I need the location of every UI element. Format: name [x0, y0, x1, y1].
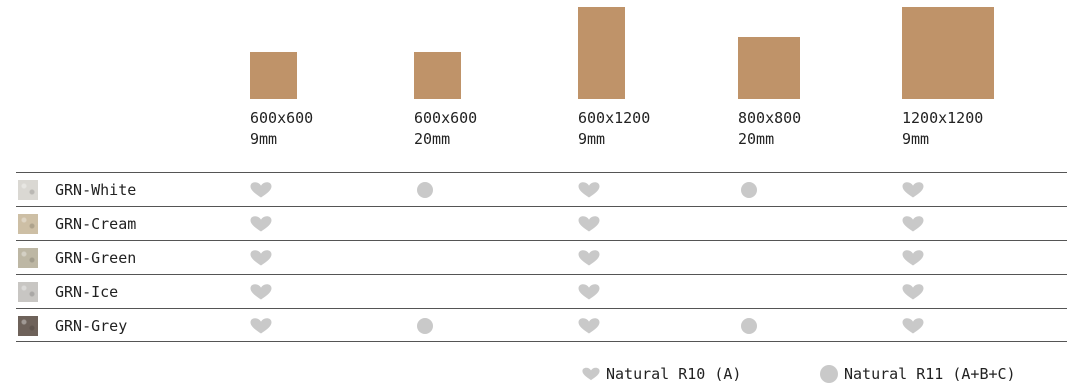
finish-name: GRN-Green — [55, 249, 137, 267]
availability-cell — [902, 284, 924, 300]
finish-name: GRN-White — [55, 181, 137, 199]
availability-cell — [738, 182, 760, 198]
availability-cell — [250, 182, 272, 198]
size-label: 1200x1200 9mm — [902, 108, 983, 150]
availability-cell — [578, 318, 600, 334]
legend-label: Natural R10 (A) — [606, 365, 742, 383]
heart-icon — [250, 284, 272, 300]
availability-cell — [738, 250, 760, 266]
size-dims: 600x1200 — [578, 109, 651, 127]
availability-cell — [738, 318, 760, 334]
heart-icon — [578, 318, 600, 334]
legend-natural-r11: Natural R11 (A+B+C) — [820, 363, 1016, 385]
availability-cell — [738, 284, 760, 300]
finish-name: GRN-Cream — [55, 215, 137, 233]
heart-icon — [582, 367, 600, 381]
availability-cell — [414, 182, 436, 198]
legend-label: Natural R11 (A+B+C) — [844, 365, 1016, 383]
availability-cell — [414, 284, 436, 300]
heart-icon — [250, 250, 272, 266]
granite-swatch — [18, 248, 38, 268]
availability-cell — [902, 182, 924, 198]
dot-icon — [820, 365, 838, 383]
finish-name: GRN-Grey — [55, 317, 128, 335]
heart-icon — [250, 318, 272, 334]
heart-icon — [250, 182, 272, 198]
heart-icon — [578, 216, 600, 232]
availability-cell — [578, 250, 600, 266]
heart-icon — [902, 250, 924, 266]
availability-cell — [578, 284, 600, 300]
size-thickness: 20mm — [414, 130, 451, 148]
size-label: 800x800 20mm — [738, 108, 801, 150]
size-dims: 1200x1200 — [902, 109, 984, 127]
availability-cell — [414, 250, 436, 266]
availability-cell — [414, 216, 436, 232]
size-column-4: 800x800 20mm — [738, 0, 888, 172]
table-row: GRN-Ice — [16, 274, 1067, 308]
tile-size-icon — [902, 7, 994, 99]
availability-cell — [578, 182, 600, 198]
tile-size-icon — [250, 52, 297, 99]
heart-icon — [578, 250, 600, 266]
heart-icon — [578, 182, 600, 198]
availability-cell — [578, 216, 600, 232]
size-dims: 800x800 — [738, 109, 802, 127]
availability-cell — [902, 216, 924, 232]
availability-cell — [902, 318, 924, 334]
size-dims: 600x600 — [414, 109, 478, 127]
size-column-1: 600x600 9mm — [250, 0, 400, 172]
tile-size-icon — [414, 52, 461, 99]
table-row: GRN-White — [16, 172, 1067, 206]
size-dims: 600x600 — [250, 109, 314, 127]
dot-icon — [741, 318, 757, 334]
heart-icon — [578, 284, 600, 300]
tile-size-icon — [738, 37, 800, 99]
heart-icon — [902, 284, 924, 300]
dot-icon — [417, 318, 433, 334]
availability-cell — [738, 216, 760, 232]
dot-icon — [741, 182, 757, 198]
size-label: 600x600 20mm — [414, 108, 477, 150]
tile-size-icon — [578, 7, 625, 99]
size-column-2: 600x600 20mm — [414, 0, 564, 172]
availability-cell — [250, 284, 272, 300]
availability-cell — [414, 318, 436, 334]
table-row: GRN-Grey — [16, 308, 1067, 342]
size-thickness: 20mm — [738, 130, 775, 148]
size-thickness: 9mm — [902, 130, 930, 148]
granite-swatch — [18, 180, 38, 200]
size-thickness: 9mm — [250, 130, 278, 148]
legend-natural-r10: Natural R10 (A) — [582, 363, 741, 385]
availability-cell — [250, 318, 272, 334]
heart-icon — [250, 216, 272, 232]
finish-name: GRN-Ice — [55, 283, 119, 301]
heart-icon — [902, 216, 924, 232]
size-label: 600x1200 9mm — [578, 108, 650, 150]
granite-swatch — [18, 214, 38, 234]
granite-swatch — [18, 316, 38, 336]
size-thickness: 9mm — [578, 130, 606, 148]
dot-icon — [417, 182, 433, 198]
size-label: 600x600 9mm — [250, 108, 313, 150]
heart-icon — [902, 182, 924, 198]
availability-cell — [250, 250, 272, 266]
availability-cell — [902, 250, 924, 266]
table-row: GRN-Green — [16, 240, 1067, 274]
size-column-5: 1200x1200 9mm — [902, 0, 1052, 172]
granite-swatch — [18, 282, 38, 302]
availability-cell — [250, 216, 272, 232]
table-row: GRN-Cream — [16, 206, 1067, 240]
heart-icon — [902, 318, 924, 334]
size-column-3: 600x1200 9mm — [578, 0, 728, 172]
